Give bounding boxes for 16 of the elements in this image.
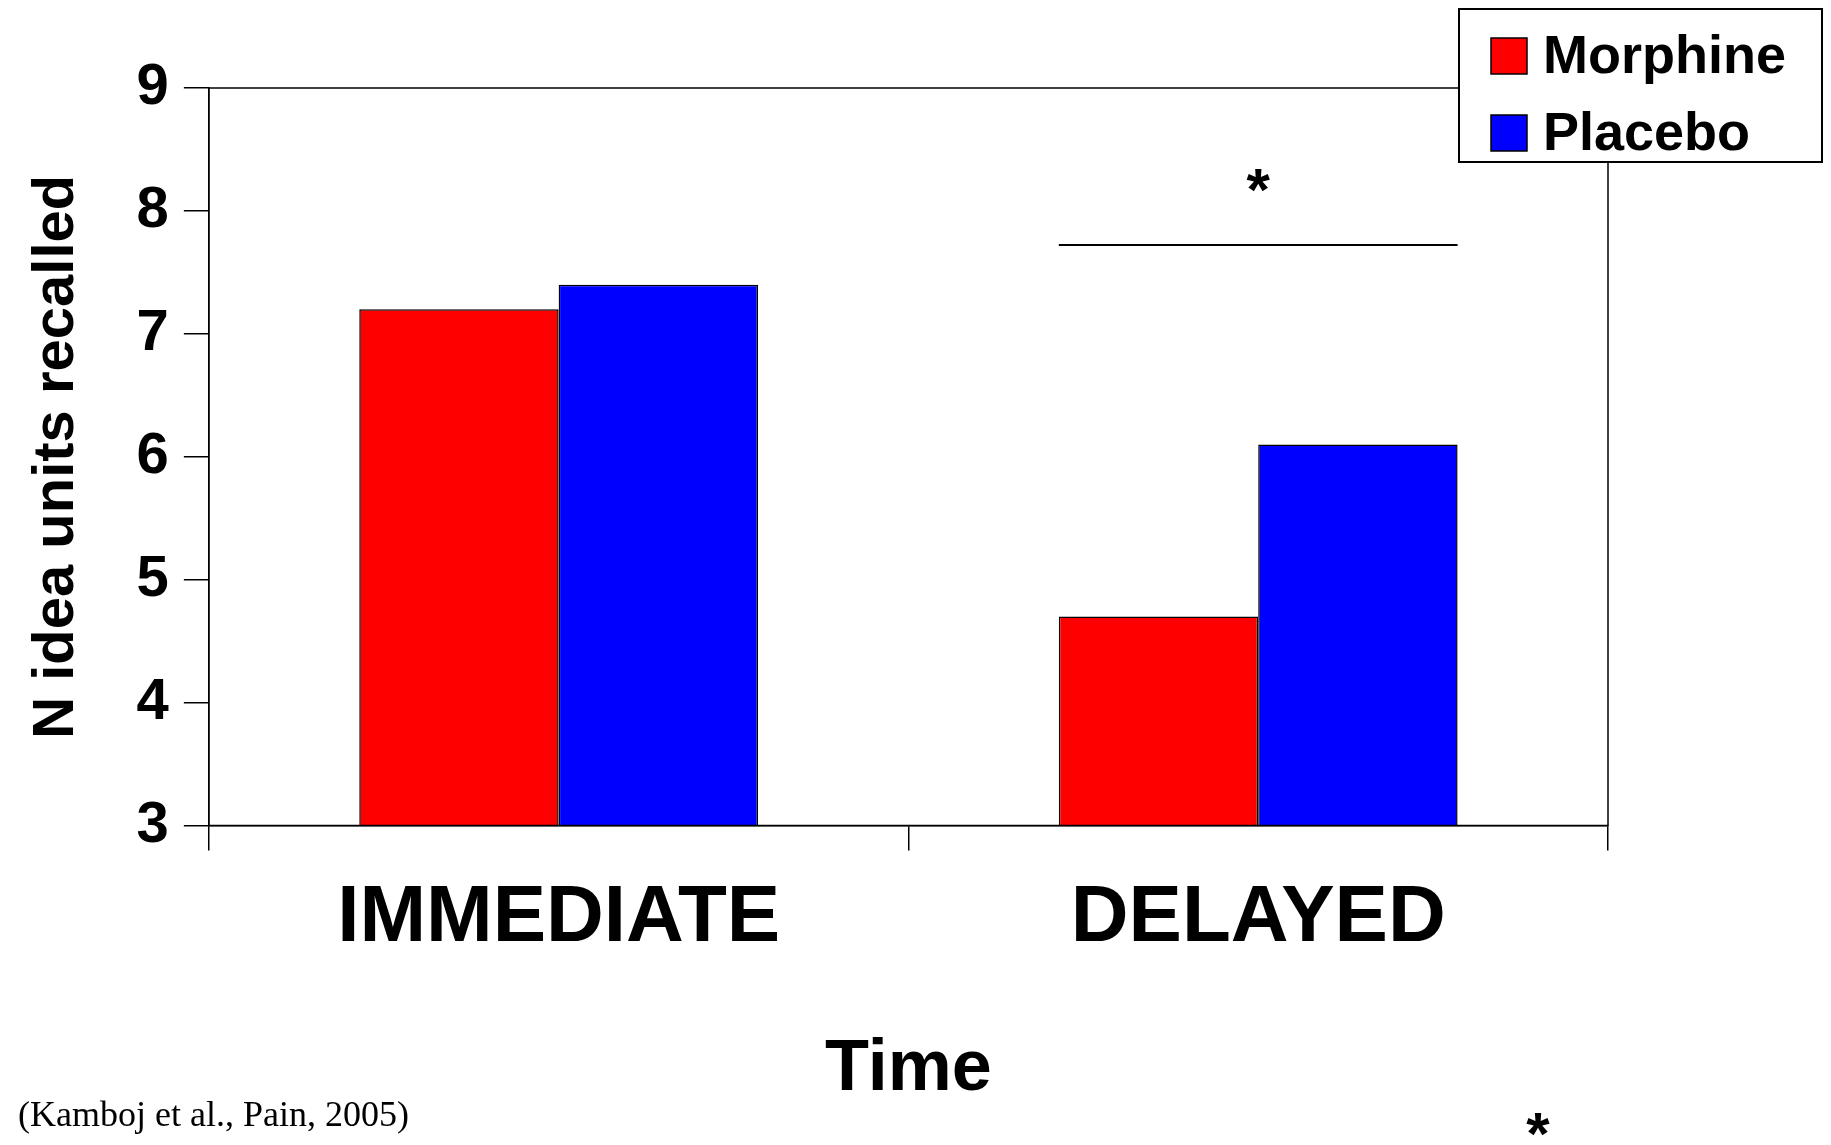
y-tick-label: 6 <box>136 419 169 485</box>
legend-label: Placebo <box>1543 100 1751 161</box>
y-axis-title: N idea units recalled <box>19 174 85 739</box>
x-tick-label: IMMEDIATE <box>337 868 781 958</box>
annotation: * <box>1246 155 1271 223</box>
y-tick-label: 7 <box>136 296 169 362</box>
legend-label: Morphine <box>1543 23 1786 84</box>
y-tick-label: 5 <box>136 542 169 608</box>
text: * <box>1526 1099 1551 1145</box>
text: (Kamboj et al., Pain, 2005) <box>18 1094 409 1135</box>
y-tick-label: 8 <box>136 173 169 239</box>
y-tick-label: 9 <box>136 51 169 116</box>
y-tick-label: 4 <box>136 665 169 731</box>
x-tick-label: DELAYED <box>1070 868 1446 958</box>
y-tick-label: 3 <box>136 788 169 854</box>
x-axis-title: Time <box>825 1024 992 1105</box>
